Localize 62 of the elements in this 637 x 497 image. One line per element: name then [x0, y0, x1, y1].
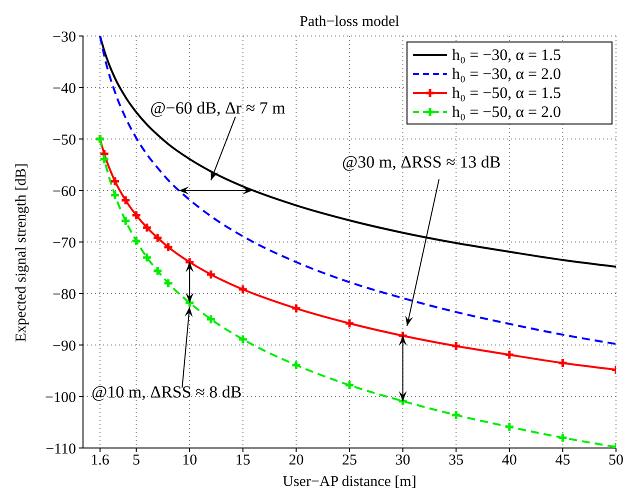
legend-label: h₀ = −30, α = 2.0 — [452, 66, 562, 83]
x-tick-label: 45 — [555, 452, 570, 469]
chart-title: Path−loss model — [300, 14, 400, 30]
point — [238, 284, 248, 295]
x-tick-label: 25 — [342, 452, 357, 469]
point — [120, 216, 131, 226]
x-tick-label: 1.6 — [90, 452, 110, 469]
x-tick-label: 35 — [448, 452, 464, 469]
point — [184, 298, 195, 308]
line-series — [99, 36, 616, 268]
point — [163, 278, 174, 288]
x-tick-label: 50 — [608, 452, 624, 469]
point — [131, 210, 142, 220]
x-tick-label: 40 — [502, 452, 517, 469]
point — [110, 190, 120, 200]
x-tick-label: 30 — [395, 452, 410, 469]
point — [504, 350, 515, 360]
point — [120, 195, 131, 206]
x-tick-label: 10 — [182, 452, 198, 469]
y-tick-label: −50 — [52, 132, 76, 148]
point — [557, 432, 568, 443]
point — [99, 154, 110, 164]
point — [163, 242, 174, 252]
point — [206, 314, 216, 324]
point — [398, 330, 408, 341]
annotation: @10 m, ΔRSS ≈ 8 dB — [92, 382, 242, 402]
y-tick-label: −110 — [46, 441, 76, 458]
annotation: @−60 dB, Δr ≈ 7 m — [150, 98, 286, 118]
y-tick-label: −80 — [52, 286, 76, 303]
point — [290, 360, 302, 370]
legend-label: h₀ = −50, α = 2.0 — [452, 104, 562, 121]
point — [450, 410, 462, 420]
y-tick-label: −100 — [45, 390, 76, 406]
line-series — [99, 36, 616, 345]
y-tick-label: −70 — [52, 235, 76, 252]
point — [184, 256, 195, 268]
point — [450, 340, 462, 352]
y-axis-title: Expected signal strength [dB] — [13, 163, 30, 342]
y-tick-label: −60 — [52, 184, 76, 200]
point — [206, 269, 216, 280]
point — [290, 303, 302, 314]
y-tick-label: −90 — [52, 338, 76, 354]
legend-label: h₀ = −50, α = 1.5 — [452, 85, 562, 102]
y-tick-label: −40 — [52, 80, 76, 97]
point — [142, 222, 152, 233]
point — [344, 380, 355, 390]
point — [344, 318, 355, 329]
point — [110, 176, 120, 186]
point — [142, 252, 152, 263]
point — [152, 232, 163, 244]
x-tick-label: 15 — [235, 452, 250, 469]
legend-label: h₀ = −30, α = 1.5 — [452, 47, 562, 64]
point — [131, 236, 142, 246]
y-tick-label: −30 — [52, 29, 76, 46]
x-axis-title: User−AP distance [m] — [282, 474, 416, 490]
point — [504, 422, 515, 432]
point — [152, 266, 163, 276]
annotation: @30 m, ΔRSS ≈ 13 dB — [342, 152, 501, 172]
x-tick-label: 5 — [132, 452, 140, 469]
x-tick-label: 20 — [288, 452, 304, 469]
point — [238, 334, 248, 345]
point — [557, 358, 568, 368]
